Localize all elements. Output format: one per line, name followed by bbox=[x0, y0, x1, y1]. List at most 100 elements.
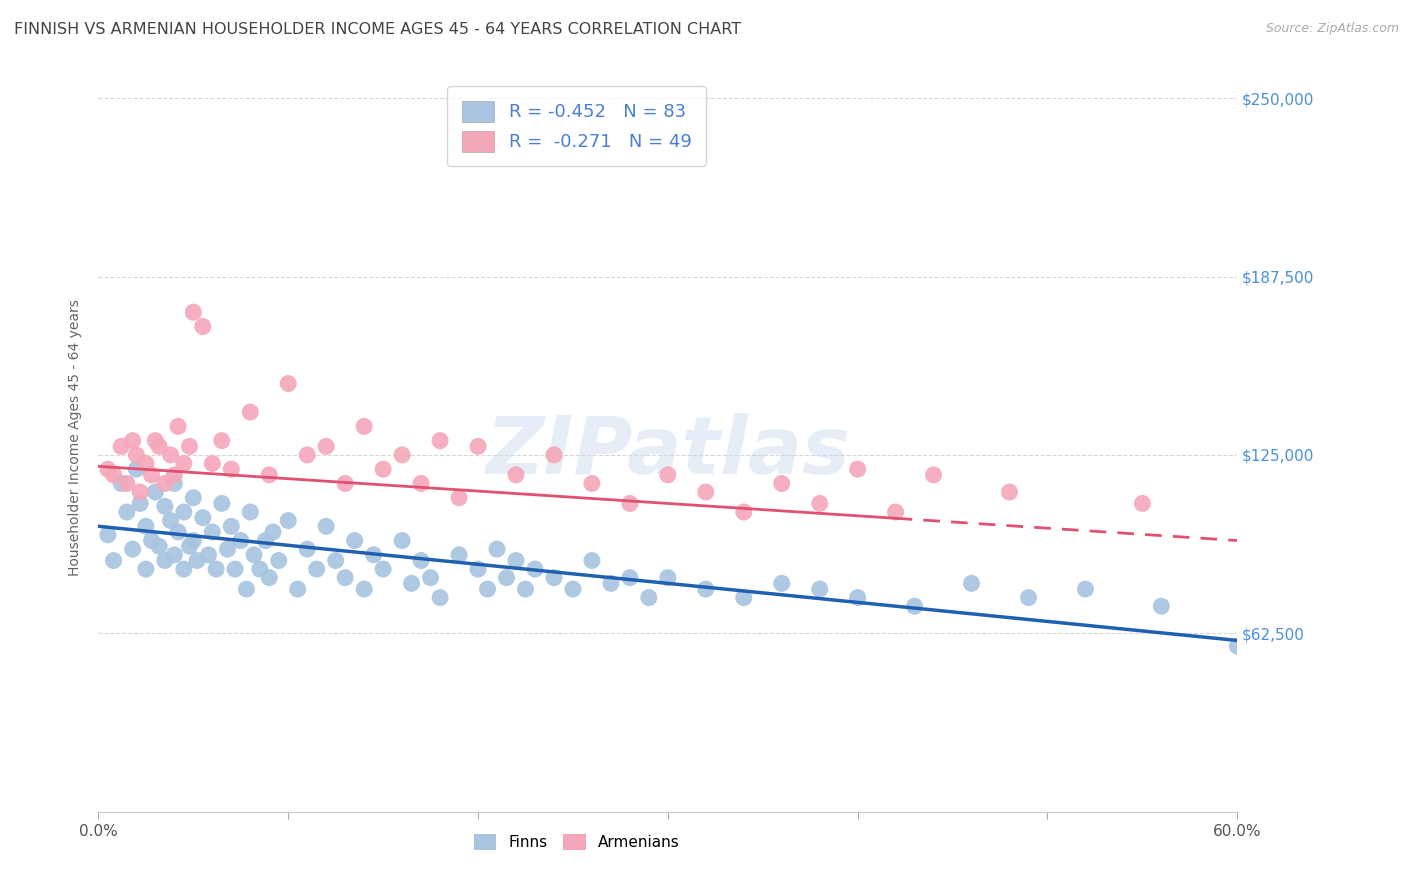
Point bbox=[429, 591, 451, 605]
Point bbox=[619, 496, 641, 510]
Point bbox=[638, 591, 661, 605]
Point bbox=[353, 419, 375, 434]
Point bbox=[277, 514, 299, 528]
Point bbox=[125, 448, 148, 462]
Point bbox=[135, 457, 157, 471]
Point bbox=[153, 500, 176, 514]
Point bbox=[287, 582, 309, 596]
Point bbox=[1074, 582, 1097, 596]
Point bbox=[846, 462, 869, 476]
Point bbox=[543, 571, 565, 585]
Point bbox=[141, 467, 163, 482]
Point bbox=[110, 476, 132, 491]
Point bbox=[224, 562, 246, 576]
Point bbox=[173, 505, 195, 519]
Point bbox=[129, 496, 152, 510]
Point bbox=[904, 599, 927, 614]
Point bbox=[183, 533, 205, 548]
Point bbox=[201, 457, 224, 471]
Point bbox=[267, 553, 290, 567]
Point bbox=[239, 505, 262, 519]
Point bbox=[211, 496, 233, 510]
Point bbox=[129, 485, 152, 500]
Point bbox=[205, 562, 228, 576]
Point bbox=[335, 571, 357, 585]
Point bbox=[1226, 639, 1249, 653]
Point bbox=[411, 553, 433, 567]
Point bbox=[562, 582, 585, 596]
Point bbox=[343, 533, 366, 548]
Point bbox=[543, 448, 565, 462]
Point bbox=[239, 405, 262, 419]
Point bbox=[505, 553, 527, 567]
Point bbox=[277, 376, 299, 391]
Point bbox=[221, 462, 243, 476]
Point bbox=[998, 485, 1021, 500]
Point bbox=[1132, 496, 1154, 510]
Point bbox=[259, 571, 281, 585]
Point bbox=[103, 553, 125, 567]
Y-axis label: Householder Income Ages 45 - 64 years: Householder Income Ages 45 - 64 years bbox=[69, 299, 83, 575]
Point bbox=[173, 562, 195, 576]
Point bbox=[167, 524, 190, 539]
Point bbox=[173, 457, 195, 471]
Point bbox=[1150, 599, 1173, 614]
Point bbox=[243, 548, 266, 562]
Point bbox=[249, 562, 271, 576]
Point bbox=[695, 582, 717, 596]
Point bbox=[657, 571, 679, 585]
Point bbox=[103, 467, 125, 482]
Legend: Finns, Armenians: Finns, Armenians bbox=[467, 829, 686, 856]
Point bbox=[153, 553, 176, 567]
Point bbox=[125, 462, 148, 476]
Point bbox=[419, 571, 441, 585]
Point bbox=[467, 562, 489, 576]
Point bbox=[186, 553, 208, 567]
Point bbox=[846, 591, 869, 605]
Point bbox=[135, 519, 157, 533]
Point bbox=[305, 562, 328, 576]
Point bbox=[363, 548, 385, 562]
Point bbox=[159, 448, 181, 462]
Point bbox=[449, 548, 471, 562]
Point bbox=[960, 576, 983, 591]
Point bbox=[221, 519, 243, 533]
Point bbox=[121, 434, 143, 448]
Point bbox=[353, 582, 375, 596]
Point bbox=[229, 533, 252, 548]
Point bbox=[163, 467, 186, 482]
Point bbox=[695, 485, 717, 500]
Point bbox=[297, 448, 319, 462]
Point bbox=[922, 467, 945, 482]
Point bbox=[524, 562, 547, 576]
Point bbox=[477, 582, 499, 596]
Point bbox=[808, 496, 831, 510]
Text: FINNISH VS ARMENIAN HOUSEHOLDER INCOME AGES 45 - 64 YEARS CORRELATION CHART: FINNISH VS ARMENIAN HOUSEHOLDER INCOME A… bbox=[14, 22, 741, 37]
Point bbox=[733, 505, 755, 519]
Point bbox=[141, 533, 163, 548]
Point bbox=[467, 439, 489, 453]
Point bbox=[163, 548, 186, 562]
Point bbox=[808, 582, 831, 596]
Point bbox=[191, 510, 214, 524]
Point bbox=[201, 524, 224, 539]
Point bbox=[121, 542, 143, 557]
Point bbox=[657, 467, 679, 482]
Point bbox=[411, 476, 433, 491]
Point bbox=[115, 476, 138, 491]
Point bbox=[733, 591, 755, 605]
Point bbox=[115, 505, 138, 519]
Point bbox=[148, 539, 170, 553]
Point bbox=[515, 582, 537, 596]
Point bbox=[235, 582, 257, 596]
Point bbox=[770, 476, 793, 491]
Point bbox=[183, 305, 205, 319]
Point bbox=[197, 548, 219, 562]
Point bbox=[391, 448, 413, 462]
Point bbox=[581, 553, 603, 567]
Point bbox=[391, 533, 413, 548]
Point bbox=[145, 434, 167, 448]
Point bbox=[262, 524, 284, 539]
Point bbox=[217, 542, 239, 557]
Point bbox=[371, 462, 394, 476]
